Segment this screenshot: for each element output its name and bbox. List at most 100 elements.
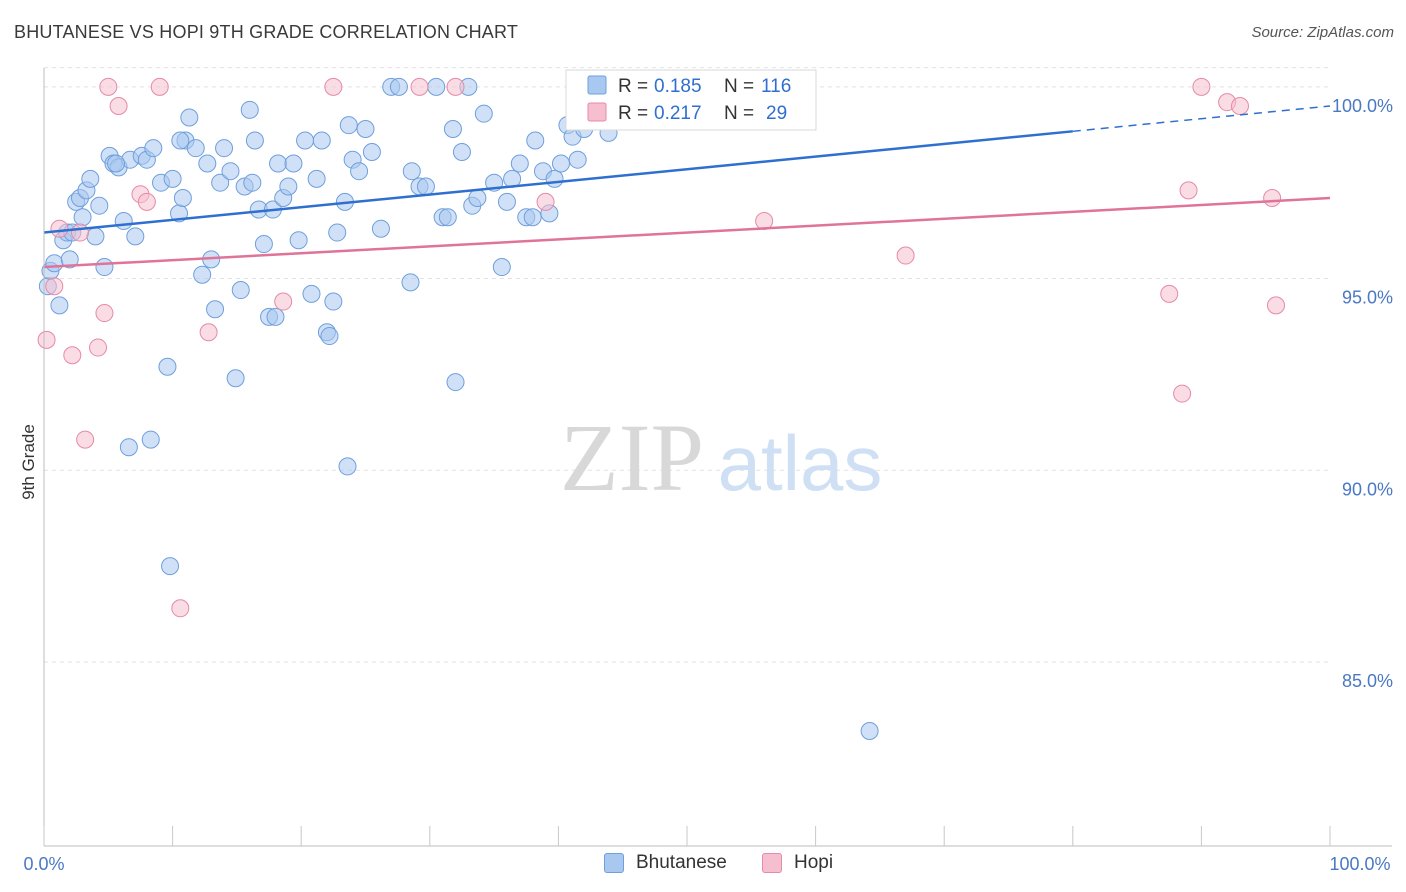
bhutanese-point <box>45 254 64 273</box>
bhutanese-point <box>240 100 259 119</box>
bhutanese-point <box>245 131 264 150</box>
legend-item-hopi[interactable]: Hopi <box>762 852 833 874</box>
bhutanese-point <box>186 139 205 158</box>
bhutanese-point <box>545 169 564 188</box>
bhutanese-point <box>231 281 250 300</box>
bottom-legend: Bhutanese Hopi <box>0 852 1406 878</box>
bhutanese-point <box>198 154 217 173</box>
bhutanese-point <box>211 173 230 192</box>
bhutanese-point <box>289 231 308 250</box>
bhutanese-point <box>427 77 446 96</box>
stats-legend-frame <box>565 69 817 131</box>
hopi-point <box>896 246 915 265</box>
hopi-point <box>63 346 82 365</box>
bhutanese-point <box>90 196 109 215</box>
bhutanese-point <box>523 208 542 227</box>
legend-item-bhutanese[interactable]: Bhutanese <box>604 852 727 874</box>
hopi-point <box>1173 384 1192 403</box>
hopi-r-value: 0.217 <box>654 103 702 124</box>
bhutanese-point <box>279 177 298 196</box>
trend-layer <box>43 105 1331 269</box>
bhutanese-point <box>81 169 100 188</box>
bhutanese-point <box>141 430 160 449</box>
bhutanese-point <box>389 77 408 96</box>
hopi-point <box>109 97 128 116</box>
bhutanese-point <box>95 258 114 277</box>
watermark-zip: ZIP <box>560 404 704 511</box>
bhutanese-point <box>50 296 69 315</box>
bhutanese-point <box>144 139 163 158</box>
bhutanese-point <box>320 327 339 346</box>
bhutanese-point <box>126 227 145 246</box>
hopi-point <box>446 77 465 96</box>
hopi-point <box>1179 181 1198 200</box>
watermark-atlas: atlas <box>718 419 883 507</box>
bhutanese-point <box>158 357 177 376</box>
hopi-point <box>1266 296 1285 315</box>
hopi-point <box>37 330 56 349</box>
hopi-swatch <box>587 102 607 122</box>
x-tick-label: 0.0% <box>23 854 64 874</box>
bhutanese-point <box>438 208 457 227</box>
bhutanese-r-value: 0.185 <box>654 76 702 97</box>
bhutanese-point <box>371 219 390 238</box>
bhutanese-n-value: 116 <box>761 76 791 97</box>
bhutanese-point <box>402 162 421 181</box>
bhutanese-point <box>416 177 435 196</box>
hopi-point <box>137 192 156 211</box>
hopi-point <box>50 219 69 238</box>
bhutanese-point <box>226 369 245 388</box>
hopi-point <box>171 599 190 618</box>
bhutanese-point <box>163 169 182 188</box>
legend-swatch-bhutanese <box>604 853 624 873</box>
hopi-point <box>1230 97 1249 116</box>
bhutanese-point <box>86 227 105 246</box>
bhutanese-point <box>215 139 234 158</box>
stats-legend: R = 0.185 N = 116 R = 0.217 N = 29 <box>565 69 817 131</box>
bhutanese-point <box>171 131 190 150</box>
hopi-point <box>1160 284 1179 303</box>
bhutanese-point <box>510 154 529 173</box>
grid-layer <box>44 67 1330 663</box>
bhutanese-point <box>60 250 79 269</box>
hopi-point <box>76 430 95 449</box>
bhutanese-point <box>328 223 347 242</box>
bhutanese-point <box>254 235 273 254</box>
axis-layer: 85.0% 90.0% 95.0% 100.0% 0.0% 100.0% <box>23 68 1393 874</box>
chart-title: BHUTANESE VS HOPI 9TH GRADE CORRELATION … <box>14 22 519 42</box>
bhutanese-point <box>551 154 570 173</box>
bhutanese-point <box>860 721 879 740</box>
bhutanese-point <box>362 143 381 162</box>
bhutanese-point <box>338 457 357 476</box>
y-tick-label: 90.0% <box>1342 479 1393 499</box>
bhutanese-swatch <box>587 75 607 95</box>
hopi-point <box>150 77 169 96</box>
bhutanese-point <box>266 307 285 326</box>
bhutanese-point <box>107 154 126 173</box>
x-tick-label: 100.0% <box>1329 854 1390 874</box>
bhutanese-point <box>284 154 303 173</box>
bhutanese-point <box>180 108 199 127</box>
bhutanese-point <box>73 208 92 227</box>
hopi-point <box>1192 77 1211 96</box>
bhutanese-point <box>193 265 212 284</box>
bhutanese-point <box>312 131 331 150</box>
bhutanese-n-label: N = <box>724 76 754 97</box>
bhutanese-point <box>243 173 262 192</box>
hopi-point <box>99 77 118 96</box>
y-tick-label: 100.0% <box>1332 96 1393 116</box>
bhutanese-point <box>296 131 315 150</box>
legend-swatch-hopi <box>762 853 782 873</box>
bhutanese-point <box>452 143 471 162</box>
bhutanese-point <box>221 162 240 181</box>
hopi-point <box>536 192 555 211</box>
hopi-point <box>71 223 90 242</box>
hopi-point <box>1263 189 1282 208</box>
y-tick-label: 95.0% <box>1342 288 1393 308</box>
hopi-point <box>324 77 343 96</box>
bhutanese-trend-extension <box>1072 105 1331 133</box>
bhutanese-point <box>114 212 133 231</box>
legend-label-hopi: Hopi <box>794 852 834 873</box>
bhutanese-point <box>474 104 493 123</box>
